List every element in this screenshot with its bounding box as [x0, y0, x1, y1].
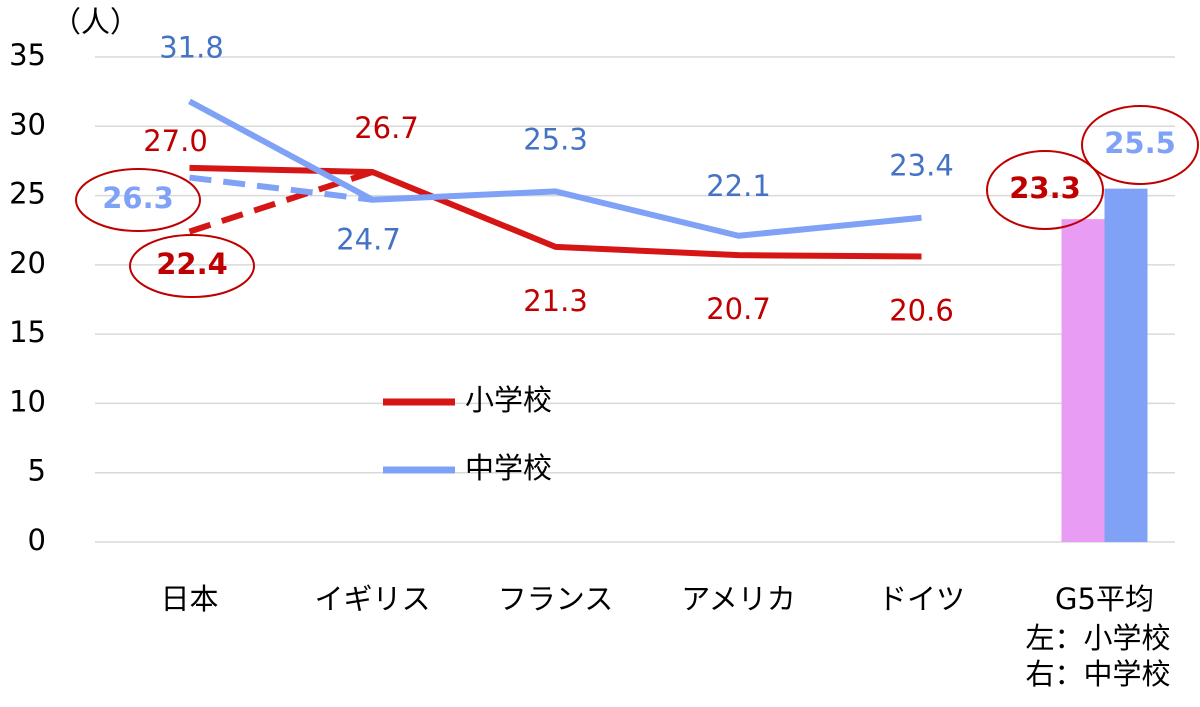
average-bar — [1061, 219, 1105, 542]
legend-label: 小学校 — [465, 383, 552, 417]
highlight-circle — [75, 168, 201, 232]
data-label: 25.3 — [523, 122, 588, 156]
alt-label: 22.4 — [156, 247, 228, 281]
data-label: 26.7 — [354, 111, 419, 145]
x-tick-label: フランス — [498, 582, 613, 616]
series-line — [188, 98, 922, 239]
average-label: 23.3 — [1009, 171, 1081, 205]
data-label: 22.1 — [706, 169, 771, 203]
highlight-circle — [129, 234, 255, 298]
x-tick-label: アメリカ — [681, 582, 796, 616]
highlight-circle — [1081, 105, 1199, 185]
data-label: 20.6 — [889, 294, 954, 328]
legend-label: 中学校 — [465, 451, 552, 485]
y-tick-label: 10 — [9, 384, 46, 418]
average-label: 25.5 — [1104, 126, 1176, 160]
y-tick-label: 20 — [9, 246, 46, 280]
series-line — [189, 164, 922, 260]
data-label: 27.0 — [143, 124, 208, 158]
note: 右：中学校 — [1025, 657, 1170, 691]
y-unit: （人） — [52, 5, 139, 39]
x-tick-label: ドイツ — [878, 582, 965, 616]
data-label: 21.3 — [523, 284, 588, 318]
y-tick-label: 25 — [9, 177, 46, 211]
data-label: 31.8 — [159, 30, 224, 64]
y-tick-label: 0 — [28, 523, 46, 557]
data-label: 20.7 — [706, 292, 771, 326]
average-bar — [1104, 188, 1148, 542]
y-tick-label: 15 — [9, 315, 46, 349]
alt-line — [189, 174, 373, 203]
x-tick-label: G5平均 — [1055, 582, 1154, 616]
alt-label: 26.3 — [102, 181, 174, 215]
data-label: 24.7 — [336, 223, 401, 257]
x-tick-label: イギリス — [314, 582, 430, 616]
y-tick-label: 30 — [9, 107, 46, 141]
highlight-circle — [986, 150, 1104, 230]
y-tick-label: 5 — [28, 454, 46, 488]
x-tick-label: 日本 — [160, 582, 218, 616]
note: 左：小学校 — [1025, 621, 1170, 655]
data-label: 23.4 — [889, 149, 954, 183]
y-tick-label: 35 — [9, 38, 46, 72]
